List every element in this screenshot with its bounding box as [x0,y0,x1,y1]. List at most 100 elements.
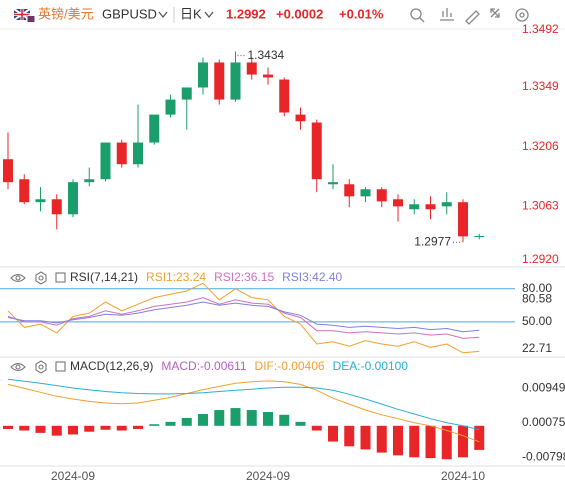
macd-bar [19,425,30,431]
macd-bar [474,425,485,450]
flag-icon [13,8,36,24]
fullscreen-button[interactable] [490,8,500,18]
macd-bar [360,425,371,450]
last-price: 1.2992 [226,6,266,21]
indicator-line [7,282,480,354]
drawing-button[interactable] [465,10,480,25]
candle-body [246,62,257,75]
candle-body [35,199,46,203]
indicator-title: RSI(7,14,21) [70,270,138,284]
x-tick-label: 2024-09 [246,469,290,483]
macd-bar [458,425,468,458]
low-annotation: 1.2977 [414,234,451,248]
legend-entry: RSI1:23.24 [146,270,206,284]
macd-bar [100,425,111,430]
x-tick-label: 2024-10 [441,469,485,483]
macd-bar [35,425,46,433]
candle-body [279,79,290,113]
candle-body [181,87,192,100]
macd-bar [133,425,143,429]
candle-body [409,204,420,210]
candle-body [84,179,95,183]
macd-bar [51,425,62,436]
macd-bar [181,417,192,426]
macd-bar [376,425,387,453]
candle-body [68,182,78,215]
macd-bar [198,413,208,426]
rsi-settings[interactable] [35,271,47,285]
price-change-pct: +0.01% [339,6,384,21]
candle-body [198,62,208,88]
macd-bar [441,425,452,460]
candle-body [474,235,485,237]
candle-body [360,189,371,197]
symbol: GBPUSD [102,6,157,21]
legend-entry: DIF:-0.00406 [255,359,325,373]
macd-bar [165,421,176,426]
candle-body [295,114,306,122]
y-tick-label: 0.00075 [522,415,565,429]
candle-body [425,204,436,210]
macd-bar [409,425,420,458]
rsi-visibility-toggle[interactable] [10,273,26,283]
indicator-line [7,380,480,443]
macd-bar [116,425,127,431]
indicator-line [7,301,480,333]
high-annotation: 1.3434 [248,48,285,62]
y-tick-label: 1.3063 [522,199,559,213]
candle-body [311,122,322,180]
macd-bar [328,425,338,442]
period-dropdown[interactable] [204,11,214,19]
macd-bar [84,425,95,432]
candle-body [133,142,143,165]
macd-bar [3,425,13,429]
macd-bar [344,425,355,447]
macd-bar [68,425,78,435]
pair-name: 英镑/美元 [38,6,94,21]
macd-settings[interactable] [35,360,47,374]
x-tick-label: 2024-09 [51,469,95,483]
y-tick-label: 0.00949 [522,381,565,395]
period[interactable]: 日K [180,6,202,21]
value-tag: 80.58 [522,291,552,305]
y-tick-label: 1.2920 [522,252,559,266]
candle-body [149,114,160,143]
candle-body [344,184,355,197]
y-tick-label: 1.3492 [522,22,559,36]
macd-bar [214,410,225,426]
legend-entry: DEA:-0.00100 [333,359,409,373]
y-tick-label: -0.00798 [522,449,565,463]
candle-body [376,189,387,202]
candle-body [214,62,225,100]
value-tag: 22.71 [522,341,552,355]
candle-body [165,99,176,115]
price-change: +0.0002 [276,6,323,21]
macd-box-icon[interactable] [55,361,66,372]
candle-body [51,199,62,215]
legend-entry: MACD:-0.00611 [161,359,246,373]
legend-entry: RSI2:36.15 [214,270,274,284]
candle-body [441,202,452,207]
macd-bar [279,414,290,426]
symbol-dropdown[interactable] [158,11,168,19]
macd-visibility-toggle[interactable] [10,362,26,372]
macd-bar [295,421,306,426]
candle-body [19,179,30,203]
y-tick-label: 1.3206 [522,139,559,153]
macd-bar [311,425,322,431]
indicator-button[interactable] [440,8,454,21]
y-tick-label: 50.00 [522,314,552,328]
header: 英镑/美元 GBPUSD 日K 1.2992 +0.0002 +0.01% [0,6,565,30]
macd-bar [425,425,436,459]
legend-entry: RSI3:42.40 [282,270,342,284]
search-button[interactable] [410,8,425,23]
settings-button[interactable] [515,8,529,22]
macd-bar [149,424,160,426]
macd-bar [246,410,257,426]
indicator-title: MACD(12,26,9) [70,359,153,373]
rsi-box-icon[interactable] [55,272,66,283]
candle-body [263,74,273,78]
macd-bar [263,412,273,426]
candle-body [393,199,403,207]
